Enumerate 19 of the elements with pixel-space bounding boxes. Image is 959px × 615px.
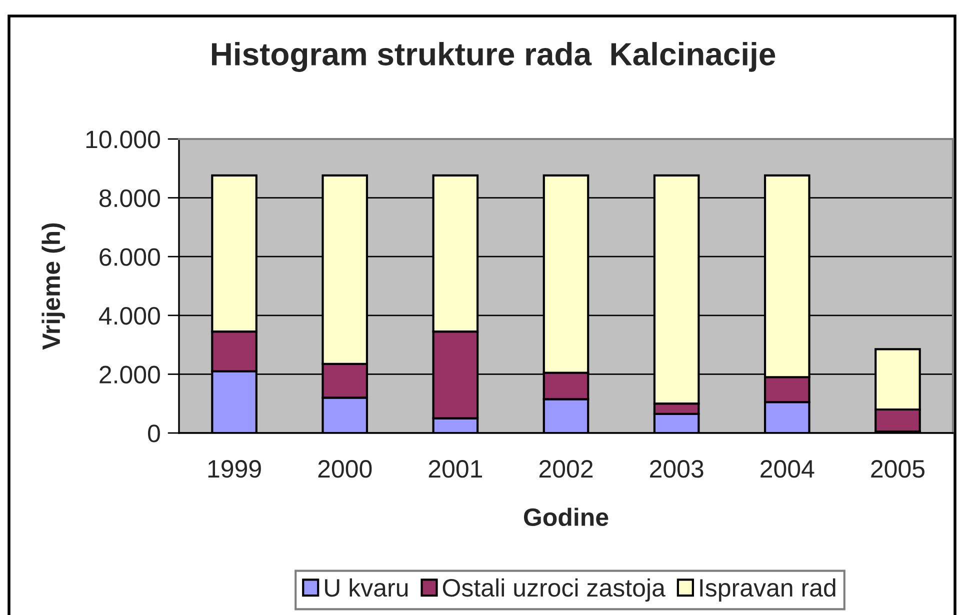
- legend-label: Ispravan rad: [700, 578, 836, 602]
- x-tick-label: 2002: [539, 460, 593, 478]
- x-tick-label: 2003: [650, 460, 704, 478]
- x-tick-label: 2001: [428, 460, 482, 478]
- y-tick-label: 6.000: [100, 248, 160, 266]
- y-tick-label: 4.000: [98, 307, 160, 325]
- y-tick-label: 2.000: [100, 366, 160, 384]
- y-axis-title: Vrijeme (h): [42, 223, 66, 350]
- legend-label: Ostali uzroci zastoja: [442, 578, 666, 602]
- chart-title: Histogram strukture rada Kalcinacije: [212, 42, 776, 72]
- x-axis-title: Godine: [524, 508, 608, 526]
- y-tick-label: 0: [148, 424, 160, 442]
- x-tick-label: 2005: [871, 460, 924, 478]
- y-tick-label: 10.000: [86, 130, 160, 148]
- x-tick-label: 2000: [318, 460, 372, 478]
- x-tick-label: 2004: [760, 460, 814, 478]
- legend-label: U kvaru: [325, 578, 408, 597]
- y-tick-label: 8.000: [99, 189, 160, 208]
- x-tick-label: 1999: [208, 460, 261, 478]
